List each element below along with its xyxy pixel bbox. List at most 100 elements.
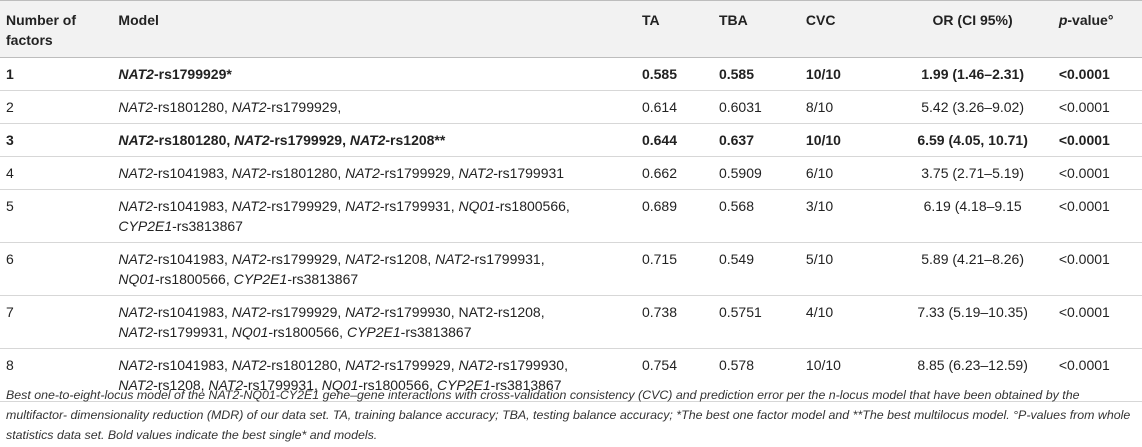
gene-name: NAT2 xyxy=(345,304,380,320)
gene-name: NQ01 xyxy=(231,324,269,340)
cell-number-of-factors: 4 xyxy=(0,156,113,190)
snp-id: NAT2-rs1208, xyxy=(458,304,545,320)
cell-ta: 0.662 xyxy=(635,156,713,190)
cell-tba: 0.568 xyxy=(712,189,800,243)
cell-number-of-factors: 7 xyxy=(0,295,113,349)
table-row: 1 NAT2-rs1799929* 0.585 0.585 10/10 1.99 (1.4… xyxy=(0,57,1142,91)
snp-id: -rs1208** xyxy=(385,132,446,148)
snp-id: -rs1799931, xyxy=(153,324,232,340)
cell-number-of-factors: 1 xyxy=(0,57,113,91)
snp-id: -rs3813867 xyxy=(287,271,359,287)
snp-id: -rs1041983, xyxy=(153,198,232,214)
snp-id: -rs1041983, xyxy=(153,304,232,320)
snp-id: -rs1799930, xyxy=(493,357,568,373)
gene-name: NAT2 xyxy=(435,251,470,267)
gene-name: NAT2 xyxy=(231,99,267,115)
gene-name: NAT2 xyxy=(118,377,154,393)
cell-ta: 0.754 xyxy=(635,348,713,402)
model-line: CYP2E1-rs3813867 xyxy=(118,216,630,236)
cell-model: NAT2-rs1801280, NAT2-rs1799929, NAT2-rs1… xyxy=(112,123,636,157)
cell-tba: 0.549 xyxy=(712,242,800,296)
cell-model: NAT2-rs1801280, NAT2-rs1799929, xyxy=(112,90,636,124)
cell-cvc: 3/10 xyxy=(799,189,893,243)
snp-id: -rs1799931, xyxy=(243,377,322,393)
cell-tba: 0.5751 xyxy=(712,295,800,349)
gene-name: NAT2 xyxy=(118,357,154,373)
model-line: NQ01-rs1800566, CYP2E1-rs3813867 xyxy=(118,269,630,289)
snp-id: -rs1799929, xyxy=(266,198,346,214)
cell-p-value: <0.0001 xyxy=(1052,123,1142,157)
cell-or-ci: 3.75 (2.71–5.19) xyxy=(892,156,1053,190)
gene-name: NQ01 xyxy=(118,271,155,287)
snp-id: -rs1801280, xyxy=(266,357,346,373)
model-line: NAT2-rs1041983, NAT2-rs1799929, NAT2-rs1… xyxy=(118,302,630,322)
cell-number-of-factors: 3 xyxy=(0,123,113,157)
gene-name: NAT2 xyxy=(118,165,154,181)
snp-id: -rs1799931 xyxy=(493,165,565,181)
gene-name: NAT2 xyxy=(231,304,267,320)
gene-name: NAT2 xyxy=(118,66,154,82)
gene-name: NAT2 xyxy=(118,198,154,214)
table-row: 7 NAT2-rs1041983, NAT2-rs1799929, NAT2-rs… xyxy=(0,295,1142,349)
gene-name: NAT2 xyxy=(118,251,154,267)
cell-or-ci: 7.33 (5.19–10.35) xyxy=(892,295,1053,349)
gene-name: NAT2 xyxy=(231,251,267,267)
table-footnote: Best one-to-eight-locus model of the NAT… xyxy=(6,388,1131,442)
cell-or-ci: 8.85 (6.23–12.59) xyxy=(892,348,1053,402)
header-cvc: CVC xyxy=(799,0,893,58)
cell-cvc: 10/10 xyxy=(799,123,893,157)
cell-p-value: <0.0001 xyxy=(1052,156,1142,190)
model-line: NAT2-rs1799931, NQ01-rs1800566, CYP2E1-r… xyxy=(118,322,630,342)
cell-cvc: 10/10 xyxy=(799,348,893,402)
model-line: NAT2-rs1801280, NAT2-rs1799929, NAT2-rs1… xyxy=(118,130,630,150)
cell-tba: 0.5909 xyxy=(712,156,800,190)
table-row: 6 NAT2-rs1041983, NAT2-rs1799929, NAT2-rs… xyxy=(0,242,1142,296)
cell-cvc: 8/10 xyxy=(799,90,893,124)
snp-id: -rs3813867 xyxy=(490,377,562,393)
snp-id: -rs1799931, xyxy=(469,251,545,267)
gene-name: NAT2 xyxy=(231,357,267,373)
cell-or-ci: 5.89 (4.21–8.26) xyxy=(892,242,1053,296)
gene-name: NAT2 xyxy=(118,132,154,148)
gene-name: NAT2 xyxy=(345,165,380,181)
cell-model: NAT2-rs1041983, NAT2-rs1799929, NAT2-rs1… xyxy=(112,295,636,349)
cell-p-value: <0.0001 xyxy=(1052,189,1142,243)
cell-number-of-factors: 5 xyxy=(0,189,113,243)
results-table: Number of factors Model TA TBA CVC OR (C… xyxy=(0,0,1142,402)
gene-name: NAT2 xyxy=(458,357,494,373)
snp-id: -rs1799929, xyxy=(266,99,342,115)
gene-name: NAT2 xyxy=(118,324,154,340)
cell-number-of-factors: 6 xyxy=(0,242,113,296)
cell-number-of-factors: 2 xyxy=(0,90,113,124)
snp-id: -rs1799931, xyxy=(379,198,459,214)
header-number-of-factors: Number of factors xyxy=(0,0,113,58)
table-row: 4 NAT2-rs1041983, NAT2-rs1801280, NAT2-rs… xyxy=(0,156,1142,190)
snp-id: -rs1208, xyxy=(153,377,209,393)
cell-p-value: <0.0001 xyxy=(1052,348,1142,402)
header-tba: TBA xyxy=(712,0,800,58)
model-line: NAT2-rs1801280, NAT2-rs1799929, xyxy=(118,97,630,117)
header-or-ci: OR (CI 95%) xyxy=(892,0,1053,58)
cell-ta: 0.644 xyxy=(635,123,713,157)
snp-id: -rs1799929, xyxy=(266,304,346,320)
snp-id: -rs3813867 xyxy=(400,324,472,340)
gene-name: CYP2E1 xyxy=(436,377,491,393)
cell-number-of-factors: 8 xyxy=(0,348,113,402)
gene-name: NAT2 xyxy=(231,198,267,214)
gene-name: CYP2E1 xyxy=(118,218,173,234)
gene-name: NQ01 xyxy=(321,377,359,393)
snp-id: -rs1799929, xyxy=(379,357,459,373)
table-row: 8 NAT2-rs1041983, NAT2-rs1801280, NAT2-rs… xyxy=(0,348,1142,402)
cell-model: NAT2-rs1799929* xyxy=(112,57,636,91)
cell-model: NAT2-rs1041983, NAT2-rs1799929, NAT2-rs1… xyxy=(112,189,636,243)
snp-id: -rs1800566, xyxy=(268,324,347,340)
cell-model: NAT2-rs1041983, NAT2-rs1801280, NAT2-rs1… xyxy=(112,348,636,402)
cell-or-ci: 5.42 (3.26–9.02) xyxy=(892,90,1053,124)
gene-name: NQ01 xyxy=(458,198,496,214)
snp-id: -rs1799930, xyxy=(379,304,459,320)
table-body: 1 NAT2-rs1799929* 0.585 0.585 10/10 1.99 (1.4… xyxy=(0,57,1142,402)
snp-id: -rs1041983, xyxy=(153,165,232,181)
header-model: Model xyxy=(112,0,636,58)
header-ta: TA xyxy=(635,0,713,58)
